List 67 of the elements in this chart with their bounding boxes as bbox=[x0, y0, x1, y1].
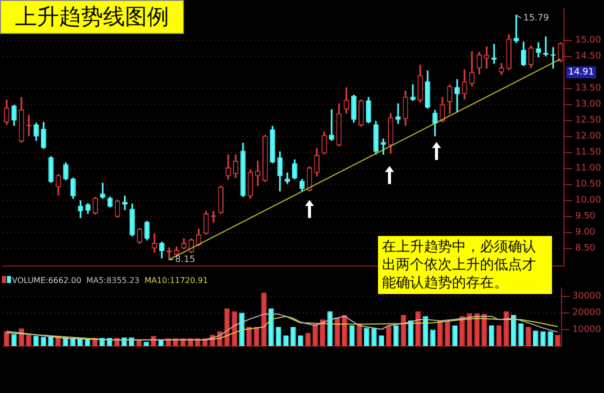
bar bbox=[40, 336, 46, 346]
bar bbox=[349, 325, 355, 346]
bar bbox=[518, 323, 524, 346]
bar bbox=[526, 326, 531, 346]
bar bbox=[474, 313, 480, 346]
bar bbox=[371, 328, 377, 346]
y-tick-label: 9.50 bbox=[575, 212, 596, 222]
bar bbox=[482, 314, 487, 346]
y-tick-label: 10.50 bbox=[575, 180, 602, 190]
bar bbox=[364, 328, 370, 346]
bar bbox=[334, 317, 340, 346]
bar bbox=[298, 336, 304, 346]
bar bbox=[555, 334, 560, 346]
y-tick-label: 11.00 bbox=[575, 164, 602, 174]
bar bbox=[246, 326, 252, 346]
bar bbox=[533, 330, 538, 346]
bar bbox=[430, 330, 436, 346]
bar bbox=[48, 337, 54, 346]
bar bbox=[26, 334, 32, 346]
bar bbox=[438, 320, 443, 346]
y-tick-label: 10000 bbox=[572, 324, 602, 335]
bar bbox=[312, 324, 318, 346]
y-tick-label: 30000 bbox=[572, 292, 602, 302]
bar bbox=[342, 315, 348, 346]
y-tick-label: 20000 bbox=[572, 308, 602, 318]
bar bbox=[504, 311, 509, 346]
y-tick-label: 11.50 bbox=[575, 148, 602, 158]
bar bbox=[386, 326, 392, 346]
y-tick-label: 8.50 bbox=[575, 244, 596, 254]
bar bbox=[540, 331, 546, 346]
y-tick-label: 13.00 bbox=[575, 100, 602, 110]
bar bbox=[393, 325, 399, 346]
bar bbox=[452, 325, 458, 346]
bar bbox=[239, 312, 244, 346]
bar bbox=[11, 334, 17, 346]
bar bbox=[283, 336, 289, 346]
annotation: 8.15 bbox=[175, 254, 196, 265]
annotation: 15.79 bbox=[523, 13, 550, 24]
text: 14.91 bbox=[568, 68, 594, 78]
bar bbox=[305, 332, 311, 346]
y-tick-label: 12.00 bbox=[575, 132, 602, 142]
bar bbox=[268, 308, 274, 346]
y-tick-label: 9.00 bbox=[575, 228, 596, 238]
bar bbox=[378, 336, 384, 346]
text: MA10:11720.91 bbox=[144, 276, 208, 285]
bar bbox=[488, 325, 494, 346]
y-tick-label: 12.50 bbox=[575, 116, 602, 126]
legend-label: VOLUME:6662.00 bbox=[12, 276, 82, 285]
y-tick-label: 13.50 bbox=[575, 84, 602, 94]
bar bbox=[290, 326, 296, 346]
bar bbox=[444, 321, 450, 346]
bar bbox=[276, 326, 282, 346]
bar bbox=[261, 292, 266, 346]
bar bbox=[356, 323, 362, 346]
annotation: 在上升趋势中，必须确认出两个依次上升的低点才能确认趋势的存在。 bbox=[378, 236, 552, 294]
bar bbox=[4, 331, 10, 346]
bar bbox=[548, 331, 553, 346]
bar bbox=[408, 320, 414, 346]
chart-title: 上升趋势线图例 bbox=[0, 0, 184, 34]
bar bbox=[496, 325, 502, 346]
y-tick-label: 14.50 bbox=[575, 52, 602, 62]
text: MA5:8355.23 bbox=[86, 276, 140, 285]
bar bbox=[460, 316, 465, 346]
y-tick-label: 15.00 bbox=[575, 36, 602, 46]
bar bbox=[510, 315, 516, 346]
y-tick-label: 10.00 bbox=[575, 196, 602, 206]
bar bbox=[33, 336, 39, 346]
